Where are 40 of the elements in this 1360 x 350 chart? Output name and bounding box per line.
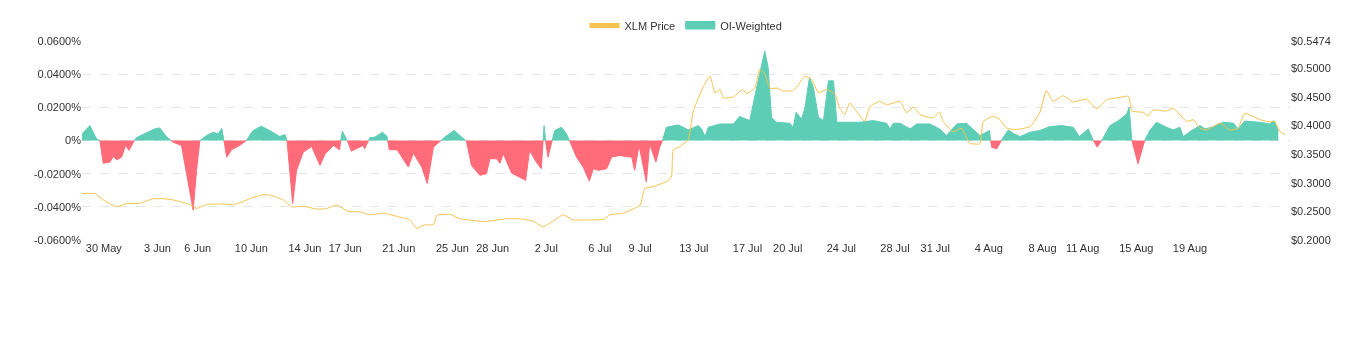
y-tick-label: 0.0400%	[37, 68, 82, 81]
x-tick-label: 30 May	[85, 242, 123, 254]
x-tick-label: 4 Aug	[974, 242, 1003, 254]
x-tick-label: 28 Jun	[476, 242, 510, 254]
y-tick-label: 0.0200%	[37, 101, 82, 114]
legend-label: OI-Weighted	[720, 19, 782, 32]
y2-tick-label: $0.4000	[1291, 119, 1331, 132]
y-tick-label: -0.0400%	[33, 200, 82, 213]
y2-tick-label: $0.3000	[1291, 176, 1331, 189]
x-tick-label: 17 Jun	[328, 242, 362, 254]
y2-tick-label: $0.2000	[1291, 233, 1331, 246]
legend-label: XLM Price	[624, 19, 676, 32]
y2-tick-label: $0.5474	[1291, 34, 1331, 47]
x-tick-label: 11 Aug	[1065, 242, 1100, 254]
y2-tick-label: $0.3500	[1291, 147, 1331, 160]
y-tick-label: -0.0600%	[33, 233, 82, 246]
y2-tick-label: $0.4500	[1291, 90, 1331, 103]
x-tick-label: 21 Jun	[382, 242, 416, 254]
x-tick-label: 25 Jun	[435, 242, 469, 254]
x-tick-label: 14 Jun	[288, 242, 322, 254]
y-tick-label: 0%	[65, 134, 82, 147]
x-tick-label: 19 Aug	[1172, 242, 1208, 254]
x-tick-label: 24 Jul	[826, 242, 857, 254]
x-tick-label: 10 Jun	[234, 242, 268, 254]
y2-tick-label: $0.5000	[1291, 62, 1331, 74]
x-tick-label: 2 Jul	[534, 242, 558, 254]
x-tick-label: 6 Jun	[184, 242, 212, 254]
x-tick-label: 31 Jul	[920, 242, 950, 254]
x-tick-label: 6 Jul	[588, 242, 612, 254]
y-tick-label: -0.0200%	[33, 167, 82, 180]
x-tick-label: 15 Aug	[1119, 242, 1154, 254]
x-tick-label: 3 Jun	[143, 242, 171, 254]
y2-tick-label: $0.2500	[1291, 205, 1331, 218]
x-tick-label: 17 Jul	[732, 242, 763, 254]
x-tick-label: 9 Jul	[628, 242, 652, 254]
y-tick-label: 0.0600%	[37, 34, 82, 47]
x-tick-label: 28 Jul	[880, 242, 910, 254]
x-tick-label: 20 Jul	[773, 242, 803, 254]
x-tick-label: 13 Jul	[679, 242, 709, 254]
x-tick-label: 8 Aug	[1028, 242, 1057, 254]
